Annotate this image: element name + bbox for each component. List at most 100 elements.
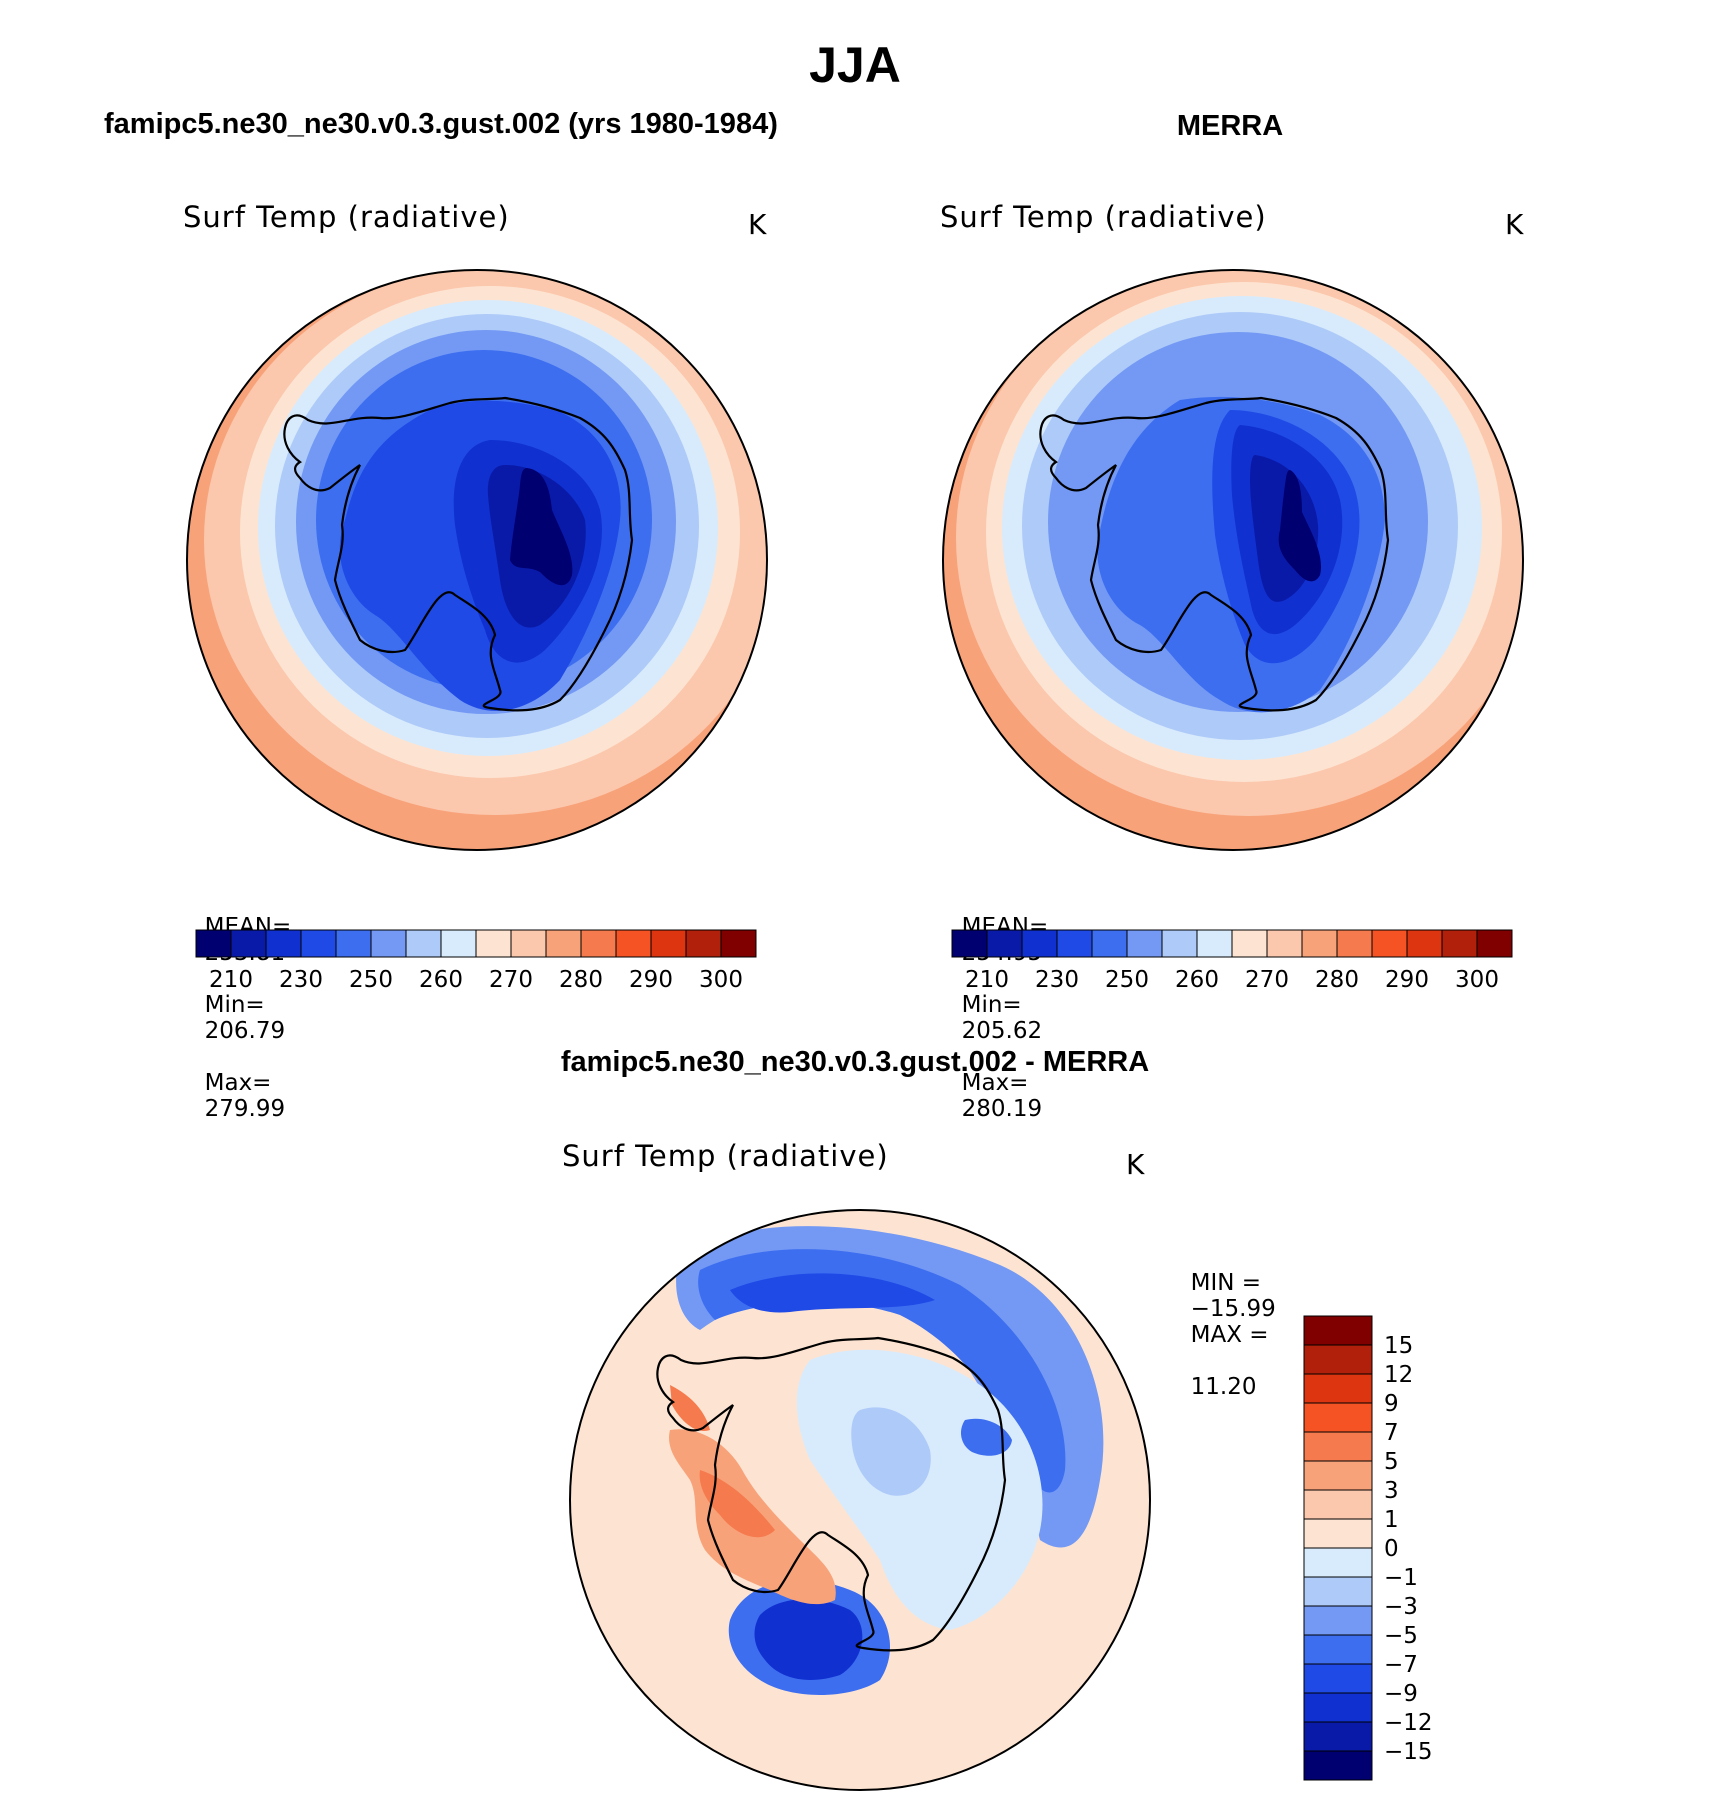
obs-colorbar-box [1056, 929, 1093, 958]
diff-map [569, 1209, 1151, 1791]
diff-min-label: MIN = [1190, 1270, 1262, 1296]
diff-colorbar-tick-label: −7 [1384, 1652, 1418, 1678]
diff-cold-pool-core [754, 1599, 863, 1680]
diff-min-value: −15.99 [1190, 1296, 1276, 1322]
model-max-value: 279.99 [204, 1096, 286, 1122]
figure-title: JJA [809, 37, 901, 93]
diff-cold-belt-outer [676, 1226, 1104, 1548]
diff-colorbar-tick-label: −12 [1384, 1710, 1433, 1736]
diff-cold-belt-mid [698, 1249, 1066, 1493]
obs-colorbar-box [1441, 929, 1478, 958]
model-min-label: Min= [204, 992, 265, 1018]
obs-colorbar-tick-label: 230 [1035, 967, 1079, 993]
model-colorbar-tick-label: 280 [559, 967, 603, 993]
model-band-210 [510, 468, 573, 586]
model-colorbar-box [685, 929, 722, 958]
model-colorbar-box [405, 929, 442, 958]
obs-coastline [1039, 396, 1390, 712]
model-colorbar-box [265, 929, 302, 958]
obs-colorbar: 210 230 250 260 270 280 290 300 [951, 929, 1513, 993]
diff-colorbar-box [1303, 1576, 1373, 1607]
diff-cold-belt-core [730, 1273, 935, 1313]
diff-coastline [656, 1336, 1007, 1652]
obs-min-value: 205.62 [961, 1018, 1043, 1044]
obs-colorbar-tick-label: 260 [1175, 967, 1219, 993]
model-colorbar-tick-label: 230 [279, 967, 323, 993]
obs-colorbar-tick-label: 280 [1315, 967, 1359, 993]
obs-colorbar-box [1231, 929, 1268, 958]
diff-colorbar-box [1303, 1460, 1373, 1491]
model-variable-label: Surf Temp (radiative) [183, 200, 510, 234]
diff-colorbar-tick-label: 5 [1384, 1449, 1399, 1475]
model-colorbar-box [335, 929, 372, 958]
model-colorbar-box [580, 929, 617, 958]
model-colorbar-tick-label: 210 [209, 967, 253, 993]
obs-colorbar-box [1406, 929, 1443, 958]
diff-warm-peninsula-tip [670, 1385, 710, 1431]
obs-colorbar-tick-label: 300 [1455, 967, 1499, 993]
diff-colorbar-box [1303, 1547, 1373, 1578]
obs-colorbar-box [1371, 929, 1408, 958]
model-colorbar-box [545, 929, 582, 958]
model-colorbar-box [300, 929, 337, 958]
model-map-border [186, 269, 768, 851]
diff-colorbar-tick-label: 1 [1384, 1507, 1399, 1533]
diff-colorbar-tick-label: −5 [1384, 1623, 1418, 1649]
diff-max-value: 11.20 [1190, 1374, 1257, 1400]
model-map [186, 269, 768, 851]
diff-colorbar-box [1303, 1750, 1373, 1781]
diff-colorbar-box [1303, 1518, 1373, 1549]
diff-colorbar-tick-label: 9 [1384, 1391, 1399, 1417]
diff-colorbar-box [1303, 1721, 1373, 1752]
obs-colorbar-box [951, 929, 988, 958]
diff-colorbar-box [1303, 1489, 1373, 1520]
diff-warm-patch [699, 1470, 775, 1538]
obs-units-label: K [1505, 208, 1524, 241]
model-colorbar-tick-label: 260 [419, 967, 463, 993]
diff-colorbar-tick-label: 0 [1384, 1536, 1399, 1562]
model-colorbar-box [195, 929, 232, 958]
diff-colorbar-tick-label: 12 [1384, 1362, 1413, 1388]
diff-colorbar-box [1303, 1373, 1373, 1404]
diff-colorbar-box [1303, 1431, 1373, 1462]
model-colorbar-box [720, 929, 757, 958]
obs-colorbar-box [1266, 929, 1303, 958]
model-max-label: Max= [204, 1070, 272, 1096]
obs-colorbar-box [1161, 929, 1198, 958]
obs-colorbar-tick-label: 290 [1385, 967, 1429, 993]
obs-colorbar-box [1476, 929, 1513, 958]
obs-colorbar-tick-label: 210 [965, 967, 1009, 993]
diff-colorbar-tick-label: −1 [1384, 1565, 1418, 1591]
model-coastline [283, 396, 634, 712]
diff-colorbar-box [1303, 1344, 1373, 1375]
obs-colorbar-box [1091, 929, 1128, 958]
model-colorbar-box [615, 929, 652, 958]
diff-colorbar-tick-label: 3 [1384, 1478, 1399, 1504]
model-units-label: K [748, 208, 767, 241]
obs-colorbar-box [986, 929, 1023, 958]
diff-colorbar-box [1303, 1663, 1373, 1694]
diff-stats: MIN = −15.99 MAX = 11.20 [1176, 1244, 1276, 1400]
model-colorbar-box [510, 929, 547, 958]
obs-max-value: 280.19 [961, 1096, 1043, 1122]
model-colorbar-tick-label: 270 [489, 967, 533, 993]
obs-variable-label: Surf Temp (radiative) [940, 200, 1267, 234]
model-min-value: 206.79 [204, 1018, 286, 1044]
obs-colorbar-box [1336, 929, 1373, 958]
diff-map-border [569, 1209, 1151, 1791]
obs-max-label: Max= [961, 1070, 1029, 1096]
model-panel-title: famipc5.ne30_ne30.v0.3.gust.002 (yrs 198… [104, 108, 778, 140]
obs-band-210 [1278, 470, 1321, 582]
obs-colorbar-box [1126, 929, 1163, 958]
diff-interior-patch-2 [960, 1418, 1012, 1456]
model-colorbar-tick-label: 290 [629, 967, 673, 993]
diff-colorbar-tick-label: −3 [1384, 1594, 1418, 1620]
diff-colorbar-tick-label: 7 [1384, 1420, 1399, 1446]
diff-colorbar-tick-label: 15 [1384, 1333, 1413, 1359]
obs-panel-title: MERRA [1176, 110, 1284, 142]
model-colorbar-tick-label: 300 [699, 967, 743, 993]
model-colorbar-tick-label: 250 [349, 967, 393, 993]
obs-map [942, 269, 1524, 851]
diff-colorbar-box [1303, 1402, 1373, 1433]
